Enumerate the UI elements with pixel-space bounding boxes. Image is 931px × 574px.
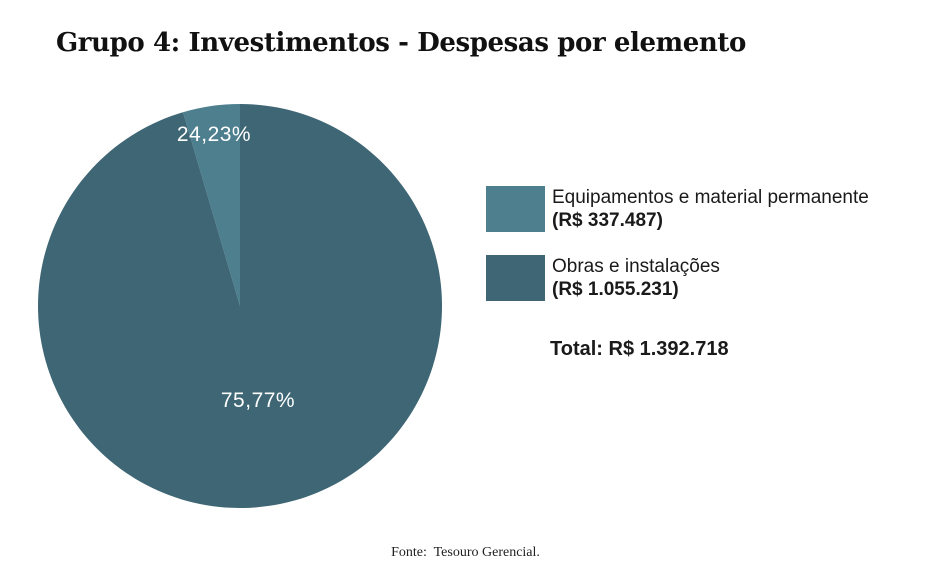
- legend-text: Equipamentos e material permanente (R$ 3…: [552, 186, 869, 232]
- legend-swatch-obras: [486, 255, 545, 301]
- total-label: Total: R$ 1.392.718: [550, 338, 729, 360]
- legend-swatch-equipamentos: [486, 186, 545, 232]
- legend-label-obras: Obras e instalações: [552, 256, 720, 277]
- legend-amount-obras: (R$ 1.055.231): [552, 279, 679, 300]
- legend: Equipamentos e material permanente (R$ 3…: [486, 186, 869, 301]
- pie-percent-label-1: 24,23%: [177, 123, 251, 146]
- source-note: Fonte: Tesouro Gerencial.: [391, 545, 540, 560]
- pie-slice-1: [182, 104, 240, 306]
- chart-title: Grupo 4: Investimentos - Despesas por el…: [56, 28, 746, 58]
- pie-percent-label-2: 75,77%: [221, 389, 295, 412]
- legend-amount-equipamentos: (R$ 337.487): [552, 210, 663, 231]
- pie-slice-2: [38, 104, 443, 508]
- legend-item-equipamentos: Equipamentos e material permanente (R$ 3…: [486, 186, 869, 232]
- legend-text: Obras e instalações (R$ 1.055.231): [552, 255, 720, 301]
- legend-item-obras: Obras e instalações (R$ 1.055.231): [486, 255, 869, 301]
- legend-label-equipamentos: Equipamentos e material permanente: [552, 187, 869, 208]
